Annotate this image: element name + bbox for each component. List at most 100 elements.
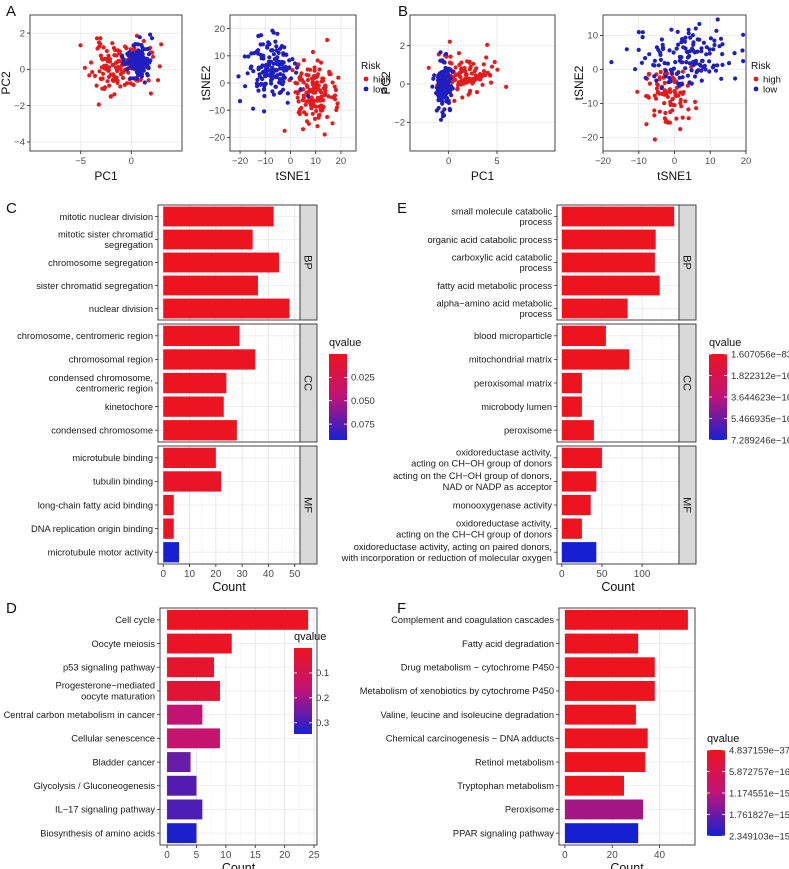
- point-high: [159, 42, 164, 47]
- point-high: [465, 76, 470, 81]
- category-label: nuclear division: [89, 304, 153, 314]
- point-high: [686, 107, 691, 112]
- point-low: [701, 40, 707, 45]
- point-low: [712, 42, 717, 48]
- panel-letter-A1: A: [6, 3, 16, 20]
- category-label: oxidoreductase activity, acting on paire…: [341, 542, 552, 563]
- point-high: [150, 54, 156, 59]
- category-label: alpha−amino acid metabolic process: [436, 298, 552, 319]
- point-high: [455, 86, 460, 91]
- point-high: [662, 101, 667, 106]
- point-high: [314, 87, 320, 92]
- plot-frame: [29, 14, 183, 152]
- point-high: [282, 128, 287, 133]
- point-high: [447, 39, 452, 44]
- category-label: Tryptophan metabolism: [457, 781, 554, 791]
- point-low: [126, 53, 131, 58]
- x-axis-label: tSNE1: [657, 169, 692, 183]
- point-low: [256, 65, 261, 70]
- point-high: [635, 89, 640, 94]
- point-high: [113, 65, 119, 70]
- point-high: [106, 66, 111, 71]
- point-low: [668, 67, 673, 72]
- point-high: [325, 114, 330, 120]
- point-high: [686, 116, 691, 121]
- series-low: [430, 50, 455, 122]
- point-high: [681, 90, 686, 95]
- point-low: [669, 27, 674, 32]
- point-low: [248, 66, 253, 71]
- point-low: [662, 61, 667, 66]
- point-high: [317, 67, 322, 72]
- bar-bp-2: [561, 252, 655, 273]
- point-low: [246, 54, 251, 59]
- colorbar-label: 4.837159e−37: [729, 745, 789, 756]
- point-low: [254, 81, 259, 86]
- qvalue-legend-title: qvalue: [709, 337, 741, 349]
- bar-mf-0: [163, 447, 216, 468]
- point-low: [271, 92, 276, 97]
- point-high: [334, 107, 339, 113]
- point-high: [310, 104, 315, 109]
- point-low: [292, 61, 298, 66]
- point-low: [658, 57, 664, 63]
- point-low: [306, 93, 311, 99]
- point-low: [685, 55, 691, 60]
- category-label: Drug metabolism − cytochrome P450: [401, 663, 554, 673]
- category-label: Oocyte meiosis: [91, 639, 155, 649]
- plot-frame: [159, 607, 318, 846]
- category-label: chromosomal region: [69, 355, 153, 365]
- panel-letter-E: E: [397, 200, 407, 217]
- point-low: [281, 68, 287, 73]
- qvalue-colorbar: [329, 354, 347, 440]
- qvalue-colorbar: [709, 354, 727, 440]
- point-low: [256, 88, 261, 93]
- category-label: chromosome, centromeric region: [17, 331, 153, 341]
- category-label: fatty acid metabolic process: [437, 281, 552, 291]
- point-high: [315, 58, 320, 63]
- point-high: [295, 95, 300, 100]
- point-high: [448, 54, 453, 59]
- bar-bp-4: [163, 298, 290, 319]
- point-low: [135, 70, 140, 76]
- point-high: [456, 51, 462, 56]
- bar-bp-0: [561, 206, 675, 227]
- bar-cc-2: [561, 372, 582, 394]
- point-high: [662, 80, 667, 86]
- category-label: Biosynthesis of amino acids: [40, 828, 155, 838]
- point-low: [683, 66, 688, 71]
- point-low: [256, 33, 261, 39]
- scatter-A2: −20 −10 0 10 20 −20 −10 0 10 20 tSNE1 tSNE2 Risk high…: [199, 14, 391, 183]
- category-label: PPAR signaling pathway: [453, 828, 554, 838]
- colorbar-label: 0.075: [351, 419, 375, 430]
- point-low: [257, 74, 263, 79]
- point-high: [112, 92, 117, 97]
- point-high: [94, 83, 99, 88]
- x-tick-label: 0: [672, 156, 677, 167]
- point-low: [273, 84, 278, 89]
- point-low: [279, 81, 284, 86]
- y-tick-label: 0: [20, 65, 25, 76]
- point-high: [665, 120, 670, 125]
- point-high: [332, 93, 338, 98]
- point-high: [453, 65, 458, 70]
- point-high: [312, 65, 317, 70]
- x-tick-label: 0: [129, 156, 134, 167]
- point-high: [314, 108, 319, 114]
- point-high: [126, 70, 131, 75]
- point-high: [668, 109, 673, 115]
- point-high: [304, 90, 309, 95]
- point-low: [652, 74, 657, 79]
- point-high: [658, 69, 663, 75]
- point-high: [678, 127, 683, 132]
- point-high: [652, 93, 657, 98]
- colorbar-label: 0.3: [316, 718, 329, 729]
- bar-cc-1: [561, 349, 630, 370]
- point-high: [311, 74, 317, 79]
- legend-label-low: low: [373, 85, 387, 96]
- point-low: [267, 55, 272, 60]
- point-low: [718, 36, 724, 41]
- bar-bp-4: [561, 298, 628, 319]
- point-low: [691, 48, 696, 53]
- point-low: [262, 93, 267, 99]
